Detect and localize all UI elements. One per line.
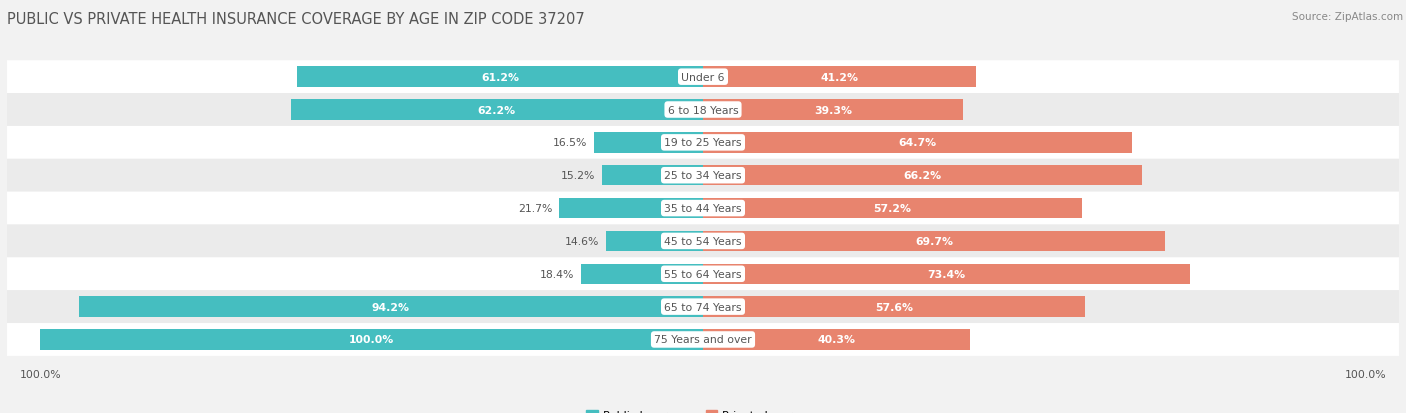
- Text: 100.0%: 100.0%: [349, 335, 394, 344]
- Text: 35 to 44 Years: 35 to 44 Years: [664, 204, 742, 214]
- Text: PUBLIC VS PRIVATE HEALTH INSURANCE COVERAGE BY AGE IN ZIP CODE 37207: PUBLIC VS PRIVATE HEALTH INSURANCE COVER…: [7, 12, 585, 27]
- Text: 21.7%: 21.7%: [519, 204, 553, 214]
- FancyBboxPatch shape: [7, 61, 1399, 94]
- FancyBboxPatch shape: [7, 127, 1399, 159]
- Text: 40.3%: 40.3%: [817, 335, 856, 344]
- Bar: [703, 67, 976, 88]
- Text: 55 to 64 Years: 55 to 64 Years: [664, 269, 742, 279]
- Text: 19 to 25 Years: 19 to 25 Years: [664, 138, 742, 148]
- Bar: [703, 100, 963, 121]
- Text: 41.2%: 41.2%: [821, 73, 859, 83]
- Bar: [703, 264, 1189, 284]
- Text: 62.2%: 62.2%: [478, 105, 516, 115]
- Text: 45 to 54 Years: 45 to 54 Years: [664, 236, 742, 246]
- FancyBboxPatch shape: [7, 94, 1399, 127]
- Text: 57.6%: 57.6%: [875, 302, 912, 312]
- Text: Under 6: Under 6: [682, 73, 724, 83]
- Text: 69.7%: 69.7%: [915, 236, 953, 246]
- Text: 6 to 18 Years: 6 to 18 Years: [668, 105, 738, 115]
- Text: Source: ZipAtlas.com: Source: ZipAtlas.com: [1292, 12, 1403, 22]
- Bar: [703, 297, 1085, 317]
- Bar: [79, 297, 703, 317]
- Bar: [703, 166, 1142, 186]
- Bar: [41, 330, 703, 350]
- Text: 14.6%: 14.6%: [565, 236, 599, 246]
- Bar: [703, 231, 1166, 252]
- Text: 18.4%: 18.4%: [540, 269, 575, 279]
- Text: 61.2%: 61.2%: [481, 73, 519, 83]
- Text: 75 Years and over: 75 Years and over: [654, 335, 752, 344]
- FancyBboxPatch shape: [7, 290, 1399, 323]
- FancyBboxPatch shape: [7, 159, 1399, 192]
- FancyBboxPatch shape: [7, 323, 1399, 356]
- Bar: [297, 67, 703, 88]
- Bar: [703, 198, 1083, 219]
- Text: 66.2%: 66.2%: [903, 171, 942, 181]
- Text: 39.3%: 39.3%: [814, 105, 852, 115]
- Bar: [703, 330, 970, 350]
- Text: 65 to 74 Years: 65 to 74 Years: [664, 302, 742, 312]
- Bar: [602, 166, 703, 186]
- Bar: [606, 231, 703, 252]
- FancyBboxPatch shape: [7, 225, 1399, 258]
- Bar: [593, 133, 703, 153]
- Text: 15.2%: 15.2%: [561, 171, 596, 181]
- FancyBboxPatch shape: [7, 192, 1399, 225]
- Text: 64.7%: 64.7%: [898, 138, 936, 148]
- Bar: [291, 100, 703, 121]
- Legend: Public Insurance, Private Insurance: Public Insurance, Private Insurance: [586, 410, 820, 413]
- Text: 73.4%: 73.4%: [927, 269, 966, 279]
- Text: 25 to 34 Years: 25 to 34 Years: [664, 171, 742, 181]
- Bar: [581, 264, 703, 284]
- FancyBboxPatch shape: [7, 258, 1399, 290]
- Text: 16.5%: 16.5%: [553, 138, 588, 148]
- Bar: [703, 133, 1132, 153]
- Text: 57.2%: 57.2%: [873, 204, 911, 214]
- Bar: [560, 198, 703, 219]
- Text: 94.2%: 94.2%: [371, 302, 409, 312]
